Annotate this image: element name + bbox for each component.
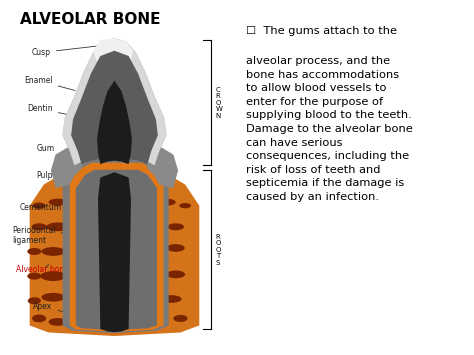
Polygon shape — [63, 38, 166, 165]
Polygon shape — [63, 158, 169, 333]
Ellipse shape — [46, 223, 70, 231]
Text: alveolar process, and the
bone has accommodations
to allow blood vessels to
ente: alveolar process, and the bone has accom… — [246, 56, 413, 202]
Ellipse shape — [41, 247, 65, 256]
Text: Gum: Gum — [36, 144, 63, 154]
Ellipse shape — [48, 199, 67, 206]
Text: Cementum: Cementum — [19, 199, 72, 212]
Ellipse shape — [96, 315, 114, 322]
Polygon shape — [71, 51, 158, 164]
Ellipse shape — [157, 199, 176, 206]
Text: Pulp: Pulp — [36, 162, 100, 180]
Ellipse shape — [111, 246, 128, 253]
Ellipse shape — [32, 223, 46, 230]
Ellipse shape — [179, 203, 191, 208]
Ellipse shape — [27, 248, 41, 255]
Ellipse shape — [28, 297, 41, 304]
Ellipse shape — [32, 315, 46, 322]
Ellipse shape — [73, 315, 90, 322]
Ellipse shape — [72, 269, 100, 279]
Text: Enamel: Enamel — [24, 76, 75, 91]
Ellipse shape — [167, 244, 185, 252]
Ellipse shape — [40, 271, 66, 281]
Text: ☐  The gums attach to the: ☐ The gums attach to the — [246, 26, 397, 36]
Ellipse shape — [110, 271, 128, 278]
Ellipse shape — [33, 202, 46, 209]
Ellipse shape — [41, 293, 65, 302]
Polygon shape — [145, 148, 178, 188]
Polygon shape — [98, 172, 131, 332]
Text: Alveolar bone: Alveolar bone — [17, 264, 69, 274]
Ellipse shape — [105, 295, 124, 303]
Ellipse shape — [167, 223, 184, 230]
Ellipse shape — [128, 245, 157, 255]
Polygon shape — [97, 81, 132, 164]
Ellipse shape — [124, 315, 143, 322]
Text: Periodontal
ligament: Periodontal ligament — [12, 226, 67, 245]
Polygon shape — [51, 148, 84, 188]
Ellipse shape — [130, 221, 156, 229]
Ellipse shape — [148, 318, 166, 326]
Ellipse shape — [69, 295, 94, 304]
Polygon shape — [30, 170, 199, 336]
Ellipse shape — [166, 271, 185, 278]
Text: Apex: Apex — [34, 301, 102, 323]
Text: C
R
O
W
N: C R O W N — [216, 87, 223, 119]
Text: Cusp: Cusp — [32, 46, 100, 57]
Ellipse shape — [27, 273, 41, 280]
Text: Dentin: Dentin — [27, 104, 76, 116]
Ellipse shape — [48, 318, 67, 326]
Ellipse shape — [173, 315, 188, 322]
Ellipse shape — [74, 221, 98, 229]
Ellipse shape — [66, 245, 97, 255]
Polygon shape — [70, 163, 164, 332]
Ellipse shape — [128, 269, 157, 279]
Polygon shape — [93, 38, 133, 97]
Polygon shape — [76, 170, 157, 330]
Text: ALVEOLAR BONE: ALVEOLAR BONE — [20, 12, 161, 27]
Text: R
O
O
T
S: R O O T S — [216, 234, 221, 266]
Ellipse shape — [160, 295, 182, 303]
Ellipse shape — [131, 295, 155, 304]
